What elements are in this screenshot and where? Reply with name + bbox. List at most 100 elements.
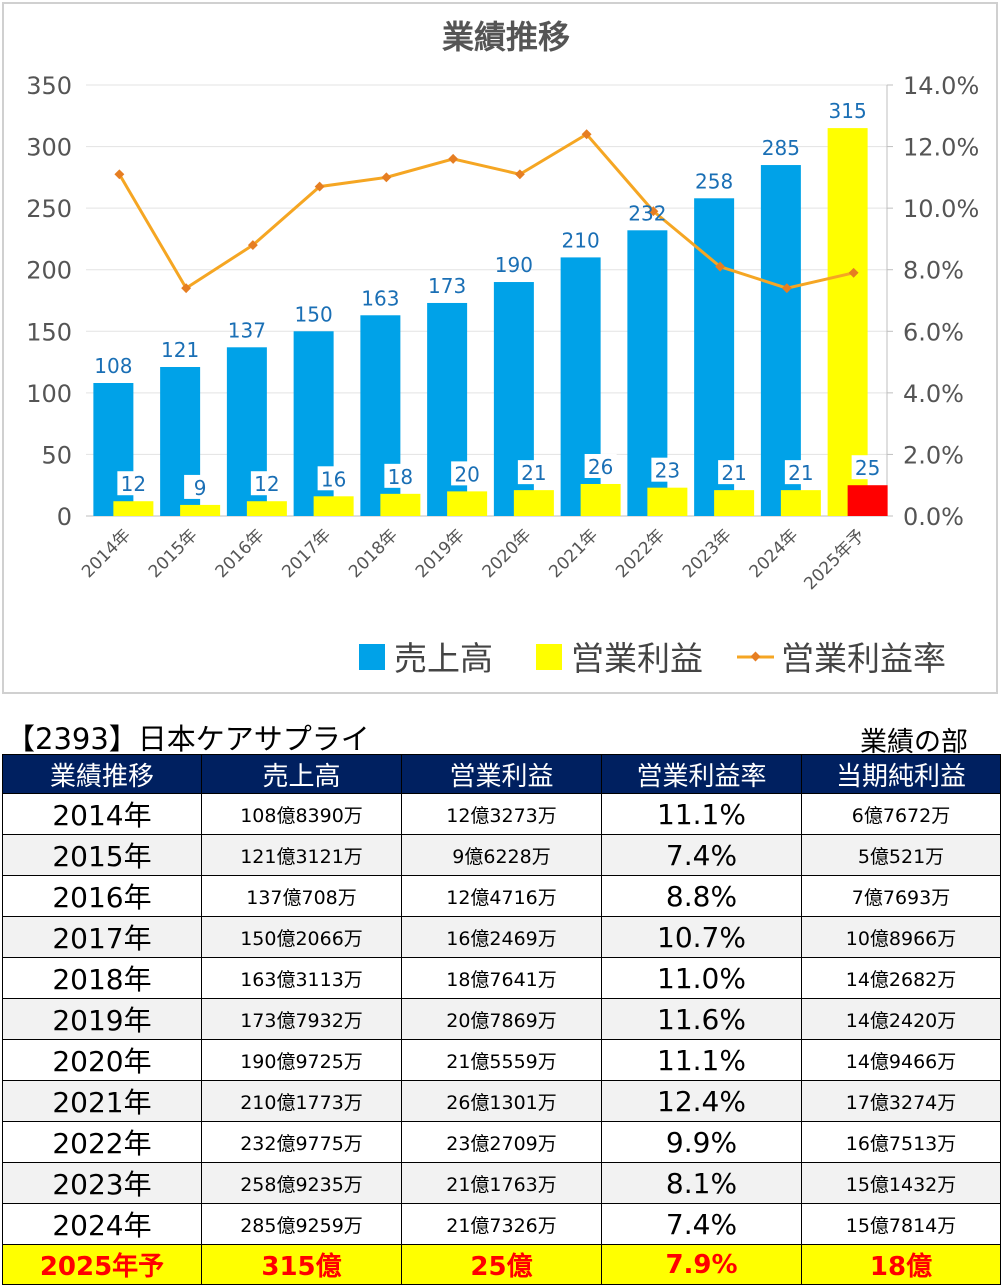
col-header-period: 業績推移 [2, 754, 202, 794]
table-row: 2015年 121億3121万 9億6228万 7.4% 5億521万 [2, 834, 1001, 876]
operating-profit-bar [714, 490, 755, 516]
col-header-operating-margin: 営業利益率 [601, 754, 802, 794]
operating-profit-data-label: 12 [121, 472, 146, 496]
operating-margin-point [581, 129, 592, 140]
chart-panel: 業績推移 0 0.0% 50 2.0% 100 4.0% 150 6.0% 200 8.0% 250… [2, 2, 998, 694]
y-tick-label: 50 [41, 441, 72, 469]
operating-profit-label-bg [851, 455, 884, 480]
company-title: 【2393】日本ケアサプライ [6, 722, 370, 756]
legend-marker-operating-margin [750, 651, 761, 662]
table-row: 2024年 285億9259万 21億7326万 7.4% 15億7814万 [2, 1203, 1001, 1245]
revenue-bar [760, 165, 801, 517]
legend-label-operating-margin: 営業利益率 [781, 639, 946, 678]
cell-operating-margin: 11.1% [601, 793, 802, 835]
y-tick-label: 300 [26, 134, 72, 162]
cell-net-income: 10億8966万 [801, 916, 1001, 958]
x-tick-label: 2017年 [278, 525, 335, 582]
cell-operating-margin: 11.0% [601, 957, 802, 999]
revenue-data-label: 150 [295, 302, 333, 326]
operating-profit-bar [313, 496, 354, 516]
operating-profit-label-bg [651, 457, 684, 482]
legend-label-revenue: 売上高 [394, 639, 493, 678]
operating-profit-label-bg [517, 460, 550, 485]
operating-profit-label-bg [384, 463, 417, 488]
operating-profit-data-label: 21 [788, 461, 813, 485]
y2-tick-label: 10.0% [903, 195, 979, 223]
revenue-data-label: 210 [562, 228, 600, 252]
operating-margin-point [715, 261, 726, 272]
x-tick-label: 2023年 [679, 525, 736, 582]
operating-profit-bar [647, 487, 688, 516]
col-header-operating-profit: 営業利益 [401, 754, 602, 794]
cell-operating-margin: 12.4% [601, 1080, 802, 1122]
cell-net-income: 15億1432万 [801, 1162, 1001, 1204]
cell-operating-profit: 12億3273万 [401, 793, 602, 835]
cell-operating-margin: 11.6% [601, 998, 802, 1040]
operating-profit-data-label: 20 [454, 462, 479, 486]
legend-label-operating-profit: 営業利益 [571, 639, 703, 678]
revenue-bar [827, 128, 868, 516]
revenue-data-label: 285 [762, 136, 800, 160]
operating-profit-bar [847, 485, 888, 516]
operating-profit-data-label: 21 [521, 461, 546, 485]
revenue-data-label: 108 [94, 354, 132, 378]
revenue-data-label: 315 [829, 99, 867, 123]
operating-profit-label-bg [784, 460, 817, 485]
cell-period-forecast: 2025年予 [2, 1244, 202, 1285]
cell-net-income-forecast: 18億 [801, 1244, 1001, 1285]
cell-operating-margin: 10.7% [601, 916, 802, 958]
cell-revenue: 285億9259万 [201, 1203, 402, 1245]
operating-profit-bar [113, 501, 154, 516]
cell-period: 2015年 [2, 834, 202, 876]
y-tick-label: 350 [26, 72, 72, 100]
cell-period: 2020年 [2, 1039, 202, 1081]
cell-operating-profit: 18億7641万 [401, 957, 602, 999]
col-header-net-income: 当期純利益 [801, 754, 1001, 794]
cell-net-income: 14億2420万 [801, 998, 1001, 1040]
table-header-row: 業績推移 売上高 営業利益 営業利益率 当期純利益 [2, 754, 1001, 794]
cell-operating-profit: 23億2709万 [401, 1121, 602, 1163]
operating-profit-label-bg [184, 474, 217, 499]
table-row: 2014年 108億8390万 12億3273万 11.1% 6億7672万 [2, 793, 1001, 835]
cell-operating-profit: 20億7869万 [401, 998, 602, 1040]
revenue-data-label: 173 [428, 274, 466, 298]
operating-margin-line [118, 132, 854, 291]
operating-profit-label-bg [117, 471, 150, 496]
revenue-data-label: 232 [628, 201, 666, 225]
cell-operating-profit-forecast: 25億 [401, 1244, 602, 1285]
y2-tick-label: 2.0% [903, 441, 964, 469]
operating-profit-data-label: 9 [194, 476, 207, 500]
cell-revenue: 173億7932万 [201, 998, 402, 1040]
cell-period: 2018年 [2, 957, 202, 999]
table-row: 2017年 150億2066万 16億2469万 10.7% 10億8966万 [2, 916, 1001, 958]
x-tick-label: 2014年 [78, 525, 135, 582]
cell-period: 2024年 [2, 1203, 202, 1245]
operating-margin-point [181, 283, 192, 294]
operating-profit-data-label: 12 [254, 472, 279, 496]
legend-swatch-revenue [359, 644, 385, 670]
operating-margin-point [381, 172, 392, 183]
cell-net-income: 15億7814万 [801, 1203, 1001, 1245]
table-row: 2022年 232億9775万 23億2709万 9.9% 16億7513万 [2, 1121, 1001, 1163]
y-tick-label: 100 [26, 380, 72, 408]
revenue-data-label: 190 [495, 253, 533, 277]
operating-margin-point [448, 153, 459, 164]
cell-operating-profit: 26億1301万 [401, 1080, 602, 1122]
cell-period: 2021年 [2, 1080, 202, 1122]
y-tick-label: 0 [57, 503, 72, 531]
table-row: 2018年 163億3113万 18億7641万 11.0% 14億2682万 [2, 957, 1001, 999]
y2-tick-label: 14.0% [903, 72, 979, 100]
performance-chart: 業績推移 0 0.0% 50 2.0% 100 4.0% 150 6.0% 200 8.0% 250… [26, 18, 979, 678]
operating-profit-bar [580, 483, 621, 516]
operating-profit-label-bg [317, 466, 350, 491]
cell-revenue: 163億3113万 [201, 957, 402, 999]
operating-profit-bar [513, 490, 554, 516]
operating-profit-label-bg [584, 453, 617, 478]
col-header-revenue: 売上高 [201, 754, 402, 794]
cell-revenue: 108億8390万 [201, 793, 402, 835]
y-tick-label: 250 [26, 195, 72, 223]
cell-period: 2016年 [2, 875, 202, 917]
x-tick-label: 2024年 [746, 525, 803, 582]
operating-profit-label-bg [718, 460, 751, 485]
cell-operating-margin: 9.9% [601, 1121, 802, 1163]
